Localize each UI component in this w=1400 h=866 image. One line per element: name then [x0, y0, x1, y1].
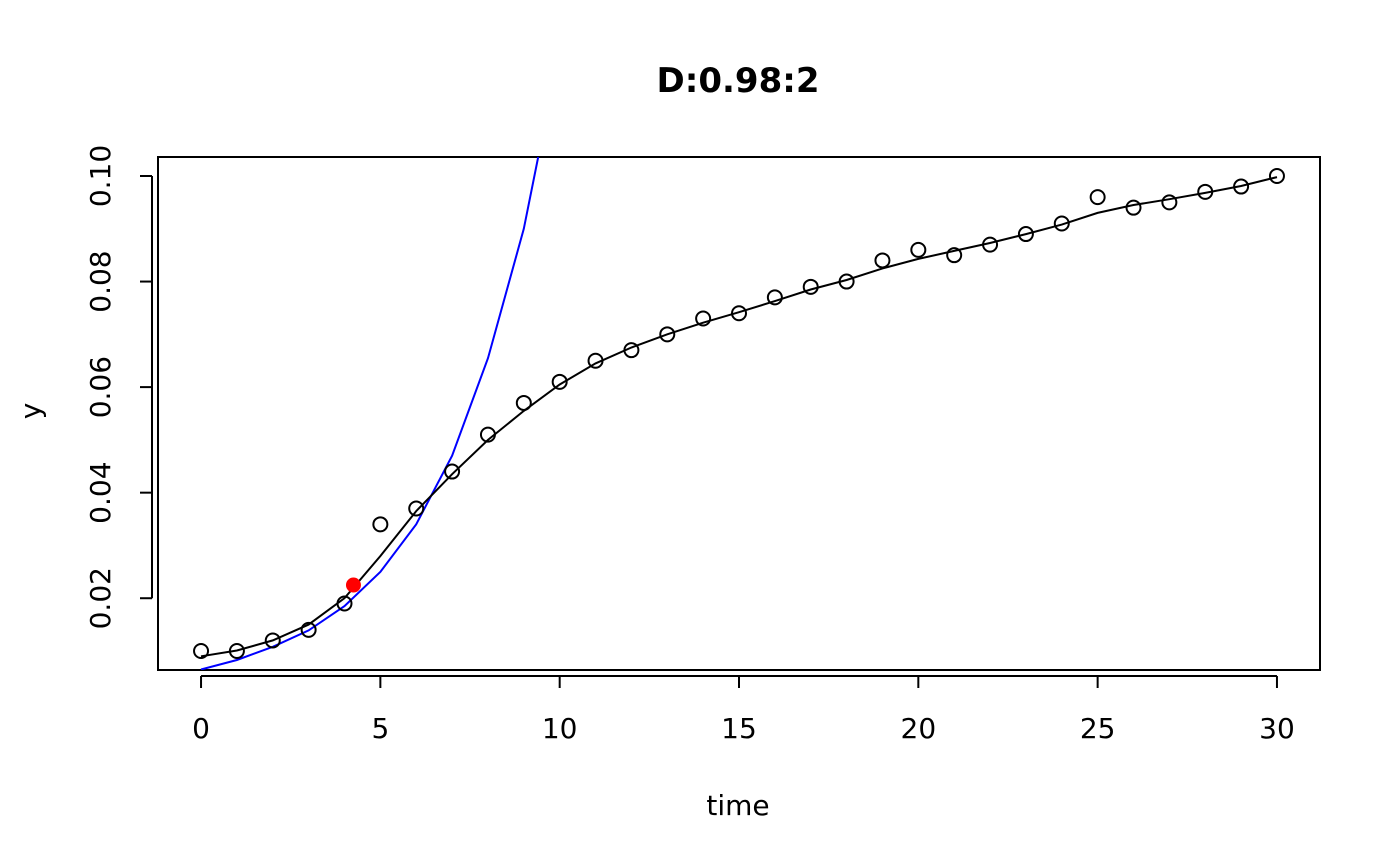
data-point	[264, 632, 281, 649]
data-point	[695, 310, 712, 327]
y-tick-label: 0.06	[84, 356, 117, 418]
y-tick-label: 0.02	[84, 567, 117, 629]
data-point	[1161, 194, 1178, 211]
y-axis: 0.02 0.04 0.06 0.08 0.10	[84, 145, 153, 629]
chart-title: D:0.98:2	[657, 61, 820, 101]
data-point	[838, 273, 855, 290]
data-point	[1233, 178, 1250, 195]
y-tick-label: 0.04	[84, 461, 117, 523]
series-layer	[200, 157, 1278, 670]
data-point	[587, 352, 604, 369]
data-point	[1197, 183, 1214, 200]
data-point	[946, 247, 963, 264]
x-tick-label: 0	[192, 712, 210, 745]
data-point	[1017, 226, 1034, 243]
data-point	[1125, 199, 1142, 216]
data-point	[479, 426, 496, 443]
data-point	[336, 595, 353, 612]
data-point	[1089, 189, 1106, 206]
x-tick-label: 25	[1080, 712, 1116, 745]
data-point	[623, 342, 640, 359]
data-point	[1268, 168, 1285, 184]
data-point	[1053, 215, 1070, 232]
data-point	[874, 252, 891, 269]
data-point	[372, 516, 389, 533]
data-point	[300, 621, 317, 638]
data-point	[731, 305, 747, 322]
data-point	[193, 643, 210, 659]
x-tick-label: 30	[1259, 712, 1295, 745]
x-tick-label: 20	[901, 712, 937, 745]
x-tick-label: 10	[542, 712, 578, 745]
data-point	[910, 241, 927, 258]
plot-frame	[157, 156, 1321, 671]
x-tick-label: 15	[721, 712, 757, 745]
smooth-fit-line	[200, 176, 1278, 658]
highlight-point	[345, 577, 361, 593]
x-axis: 0 5 10 15 20 25 30	[192, 675, 1295, 745]
exponential-fit-line	[200, 157, 540, 670]
data-point	[408, 500, 425, 517]
y-axis-label: y	[14, 403, 47, 420]
data-point	[982, 236, 999, 253]
data-point	[766, 289, 783, 306]
y-tick-label: 0.10	[84, 145, 117, 207]
points-layer	[193, 168, 1285, 659]
data-point	[444, 463, 461, 480]
x-axis-label: time	[706, 789, 769, 822]
data-point	[228, 643, 245, 659]
data-point	[551, 373, 568, 390]
y-tick-label: 0.08	[84, 250, 117, 312]
data-point	[659, 326, 676, 343]
x-tick-label: 5	[371, 712, 389, 745]
data-point	[515, 394, 532, 411]
data-point	[802, 278, 819, 295]
